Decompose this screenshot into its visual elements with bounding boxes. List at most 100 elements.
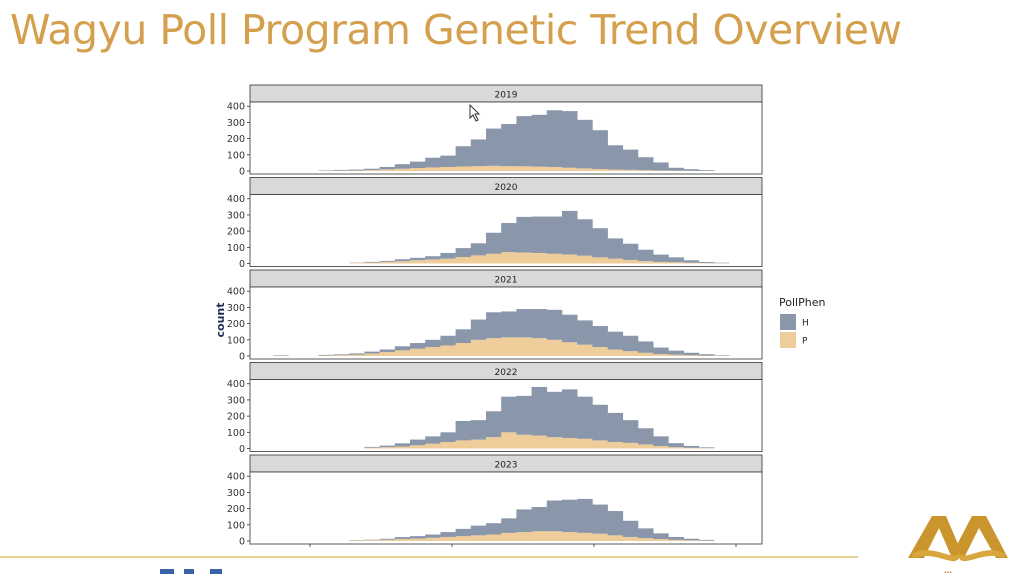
bar-P [623, 537, 639, 541]
bar-P [516, 166, 532, 171]
bar-H [471, 320, 487, 340]
bar-H [562, 211, 578, 255]
bar-H [623, 244, 639, 260]
bar-H [623, 521, 639, 537]
bar-H [364, 352, 380, 354]
bar-P [653, 539, 669, 541]
bar-P [501, 166, 517, 171]
bar-P [440, 442, 456, 448]
legend-label: P [802, 337, 808, 347]
bar-H [501, 124, 517, 166]
bar-P [364, 170, 380, 171]
bar-H [608, 511, 624, 535]
bar-H [349, 170, 365, 171]
y-tick-label: 100 [227, 520, 245, 531]
bar-H [547, 392, 563, 437]
bar-P [425, 347, 441, 356]
y-tick-label: 0 [239, 259, 245, 270]
bar-P [486, 338, 502, 356]
y-tick-label: 200 [227, 134, 245, 145]
bar-H [699, 170, 715, 171]
bar-P [577, 533, 593, 541]
bar-P [592, 440, 608, 448]
bar-H [395, 164, 411, 169]
bar-H [440, 532, 456, 537]
bar-H [653, 348, 669, 354]
bar-H [349, 353, 365, 354]
y-tick-label: 300 [227, 488, 245, 499]
bar-P [456, 536, 472, 541]
bar-P [364, 354, 380, 356]
bar-P [501, 337, 517, 356]
bar-H [577, 499, 593, 533]
bar-H [501, 311, 517, 337]
bar-P [547, 437, 563, 448]
bar-H [456, 329, 472, 343]
bar-H [577, 219, 593, 255]
bar-P [486, 166, 502, 171]
bar-P [456, 257, 472, 263]
bar-H [471, 243, 487, 255]
bar-H [562, 315, 578, 343]
footer-link-fragment [184, 569, 194, 574]
bar-H [608, 332, 624, 350]
mouse-cursor-icon [469, 104, 481, 122]
bar-H [668, 168, 684, 171]
bar-H [592, 505, 608, 534]
bar-P [349, 355, 365, 356]
legend-label: H [802, 319, 809, 329]
bar-P [364, 448, 380, 449]
bar-P [547, 340, 563, 356]
bar-H [592, 130, 608, 169]
bar-H [532, 309, 548, 338]
bar-H [547, 501, 563, 532]
bar-H [653, 533, 669, 539]
bar-P [653, 354, 669, 356]
footer-rule [0, 556, 858, 558]
bar-H [684, 539, 700, 541]
bar-H [516, 396, 532, 435]
legend-swatch [780, 332, 796, 348]
bar-H [334, 354, 350, 355]
bar-H [380, 167, 396, 169]
bar-H [684, 446, 700, 448]
bar-H [638, 157, 654, 170]
bar-P [562, 342, 578, 356]
bar-H [516, 217, 532, 253]
bar-H [592, 326, 608, 347]
bar-H [425, 436, 441, 443]
y-tick-label: 100 [227, 243, 245, 254]
bar-P [547, 167, 563, 171]
bar-H [440, 156, 456, 167]
bar-P [547, 254, 563, 264]
bar-H [577, 320, 593, 344]
bar-P [577, 256, 593, 264]
bar-H [486, 411, 502, 437]
bar-P [532, 253, 548, 264]
bar-H [410, 440, 426, 446]
bar-P [364, 540, 380, 541]
bar-P [425, 538, 441, 541]
bar-P [684, 263, 700, 264]
bar-H [577, 120, 593, 169]
facet-label: 2019 [495, 91, 518, 101]
y-tick-label: 300 [227, 395, 245, 406]
facet-label: 2021 [495, 276, 518, 286]
bar-P [577, 345, 593, 356]
bar-P [653, 262, 669, 264]
bar-H [668, 351, 684, 355]
bar-P [395, 261, 411, 263]
bar-P [410, 539, 426, 541]
bar-H [684, 169, 700, 171]
bar-P [425, 167, 441, 171]
bar-P [608, 535, 624, 541]
bar-P [395, 350, 411, 356]
bar-P [486, 535, 502, 541]
y-tick-label: 0 [239, 352, 245, 363]
bar-P [623, 260, 639, 264]
y-tick-label: 400 [227, 194, 245, 205]
y-tick-label: 0 [239, 537, 245, 548]
bar-P [425, 259, 441, 263]
bar-P [380, 540, 396, 541]
y-tick-label: 300 [227, 118, 245, 129]
